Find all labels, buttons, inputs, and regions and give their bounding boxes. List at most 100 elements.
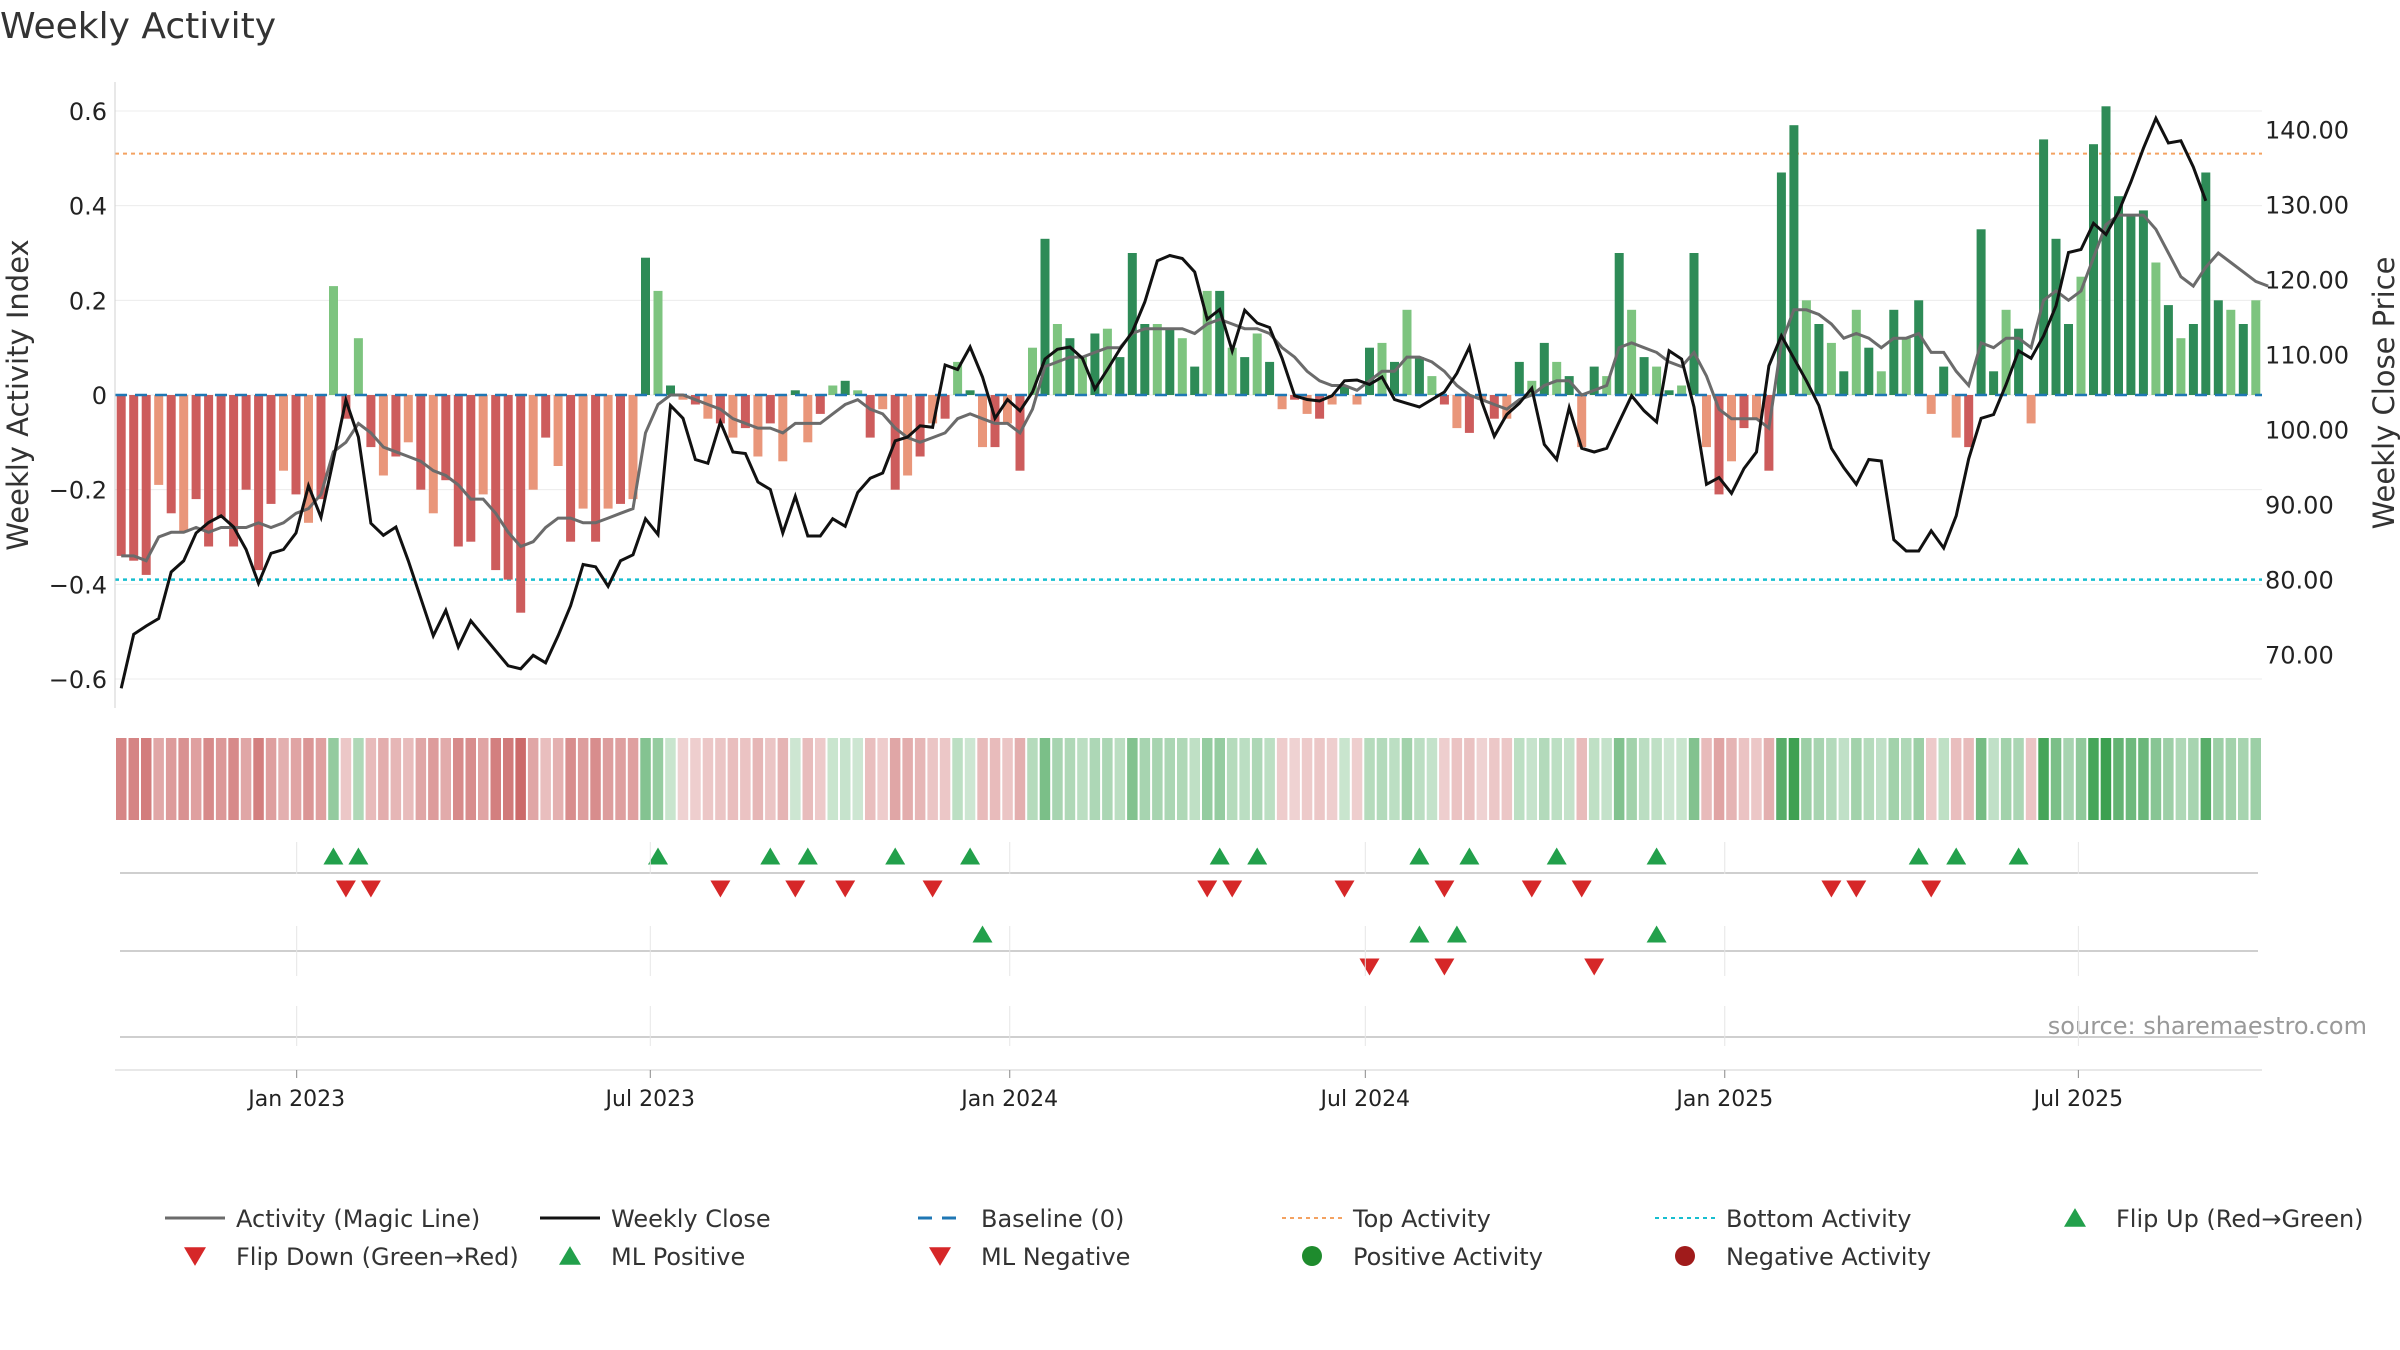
activity-bar xyxy=(491,395,501,571)
activity-bar xyxy=(2026,395,2036,424)
heat-cell xyxy=(178,738,189,820)
activity-bar xyxy=(416,395,426,490)
activity-bar xyxy=(2126,215,2136,395)
heat-cell xyxy=(328,738,339,820)
activity-bar xyxy=(1227,347,1237,395)
activity-bar xyxy=(2251,300,2261,395)
activity-bar xyxy=(2238,324,2248,395)
heat-cell xyxy=(1726,738,1737,820)
activity-bar xyxy=(391,395,401,457)
heat-cell xyxy=(1364,738,1375,820)
activity-bar xyxy=(453,395,463,547)
activity-bar xyxy=(1552,361,1562,395)
heat-cell xyxy=(939,738,951,820)
activity-bar xyxy=(2051,238,2061,395)
activity-bar xyxy=(828,385,838,395)
heat-cell xyxy=(740,738,751,820)
heat-cell xyxy=(2113,738,2124,820)
y-tick-right: 140.00 xyxy=(2265,117,2349,145)
heat-cell xyxy=(602,738,614,820)
heat-cell xyxy=(2213,738,2224,820)
heat-cell xyxy=(315,738,327,820)
activity-bar xyxy=(1514,361,1524,395)
y-tick-right: 110.00 xyxy=(2265,342,2349,370)
y-tick-left: −0.2 xyxy=(49,477,107,505)
y-axis-label-right: Weekly Close Price xyxy=(2367,257,2400,530)
heat-cell xyxy=(415,738,427,820)
activity-bar xyxy=(1102,328,1112,395)
heat-cell xyxy=(253,738,264,820)
heat-cell xyxy=(1938,738,1949,820)
heat-cell xyxy=(515,738,526,820)
activity-bar xyxy=(229,395,239,547)
activity-bar xyxy=(1702,395,1711,448)
heat-cell xyxy=(902,738,913,820)
activity-bar xyxy=(1577,395,1587,448)
heat-cell xyxy=(1676,738,1687,820)
heat-cell xyxy=(1526,738,1537,820)
activity-bar xyxy=(666,385,675,395)
legend-label: Weekly Close xyxy=(611,1205,771,1233)
heat-cell xyxy=(190,738,202,820)
heat-cell xyxy=(1738,738,1750,820)
flip-up-marker xyxy=(1247,847,1268,865)
activity-bar xyxy=(1352,395,1362,405)
flip-up-marker xyxy=(760,847,781,865)
activity-bar xyxy=(1452,395,1462,429)
flip-down-marker xyxy=(710,880,731,898)
activity-heat-strip xyxy=(116,738,2261,820)
activity-bar xyxy=(1776,172,1786,395)
heat-cell xyxy=(353,738,364,820)
heat-cell xyxy=(1851,738,1862,820)
activity-bar xyxy=(1152,324,1162,395)
activity-bar xyxy=(1652,366,1662,395)
x-tick-label: Jan 2023 xyxy=(246,1087,345,1112)
activity-bar xyxy=(116,395,126,556)
activity-bar xyxy=(1539,342,1549,395)
heat-cell xyxy=(1077,738,1088,820)
heat-cell xyxy=(1663,738,1675,820)
activity-bar xyxy=(566,395,576,542)
heat-cell xyxy=(877,738,888,820)
heat-cell xyxy=(2013,738,2024,820)
heat-cell xyxy=(1426,738,1438,820)
activity-bar xyxy=(2039,139,2049,395)
flip-down-marker xyxy=(1846,880,1867,898)
heat-cell xyxy=(1102,738,1113,820)
heat-cell xyxy=(1501,738,1513,820)
heat-cell xyxy=(2000,738,2012,820)
heat-cell xyxy=(2175,738,2187,820)
activity-bar xyxy=(2101,106,2111,396)
heat-cell xyxy=(365,738,377,820)
heat-cell xyxy=(490,738,501,820)
activity-bar xyxy=(1901,338,1911,395)
heat-cell xyxy=(1014,738,1026,820)
heat-cell xyxy=(702,738,714,820)
activity-bar xyxy=(591,395,601,542)
activity-bar xyxy=(1889,309,1899,395)
legend-label: Flip Down (Green→Red) xyxy=(236,1243,519,1271)
activity-bar xyxy=(1914,300,1924,395)
heat-cell xyxy=(1351,738,1363,820)
y-tick-left: 0.6 xyxy=(69,98,107,126)
activity-bar xyxy=(803,395,813,443)
flip-up-marker xyxy=(323,847,344,865)
flip-up-marker xyxy=(1459,847,1480,865)
legend-label: ML Positive xyxy=(611,1243,745,1271)
activity-bar xyxy=(2213,300,2223,395)
activity-bar xyxy=(1365,347,1374,395)
heat-cell xyxy=(1963,738,1974,820)
heat-cell xyxy=(1089,738,1101,820)
flip-down-marker xyxy=(360,880,381,898)
activity-bar xyxy=(1864,347,1874,395)
heat-cell xyxy=(540,738,551,820)
activity-bar xyxy=(528,395,538,490)
heat-cell xyxy=(1564,738,1575,820)
legend-swatch xyxy=(559,1246,581,1265)
activity-bar xyxy=(1190,366,1200,395)
chart-title: Weekly Activity xyxy=(0,6,276,47)
heat-cell xyxy=(727,738,739,820)
activity-bar xyxy=(990,395,1000,448)
legend-label: Positive Activity xyxy=(1353,1243,1543,1271)
activity-bar xyxy=(1677,385,1687,395)
